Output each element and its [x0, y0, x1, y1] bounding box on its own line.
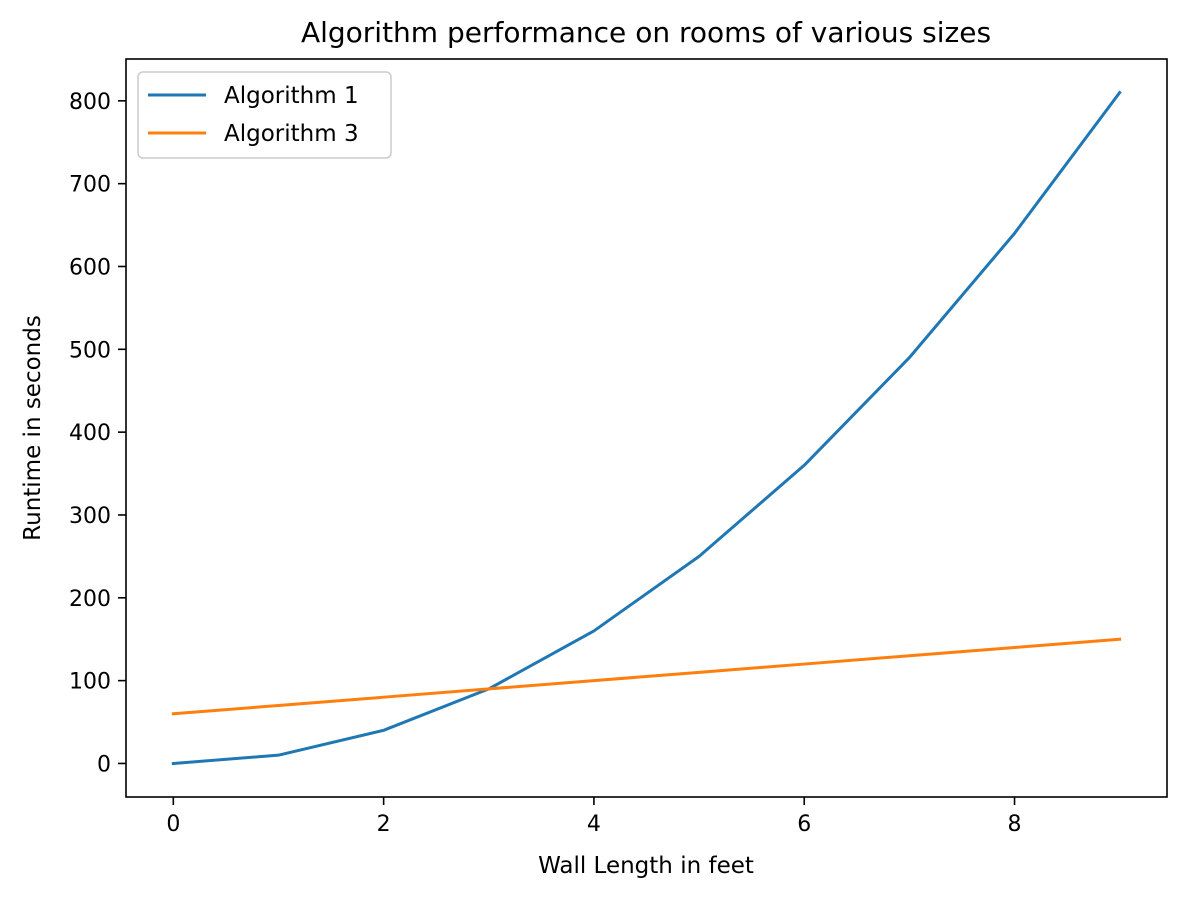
plot-frame: [125, 58, 1168, 798]
series-line-algorithm-1: [171, 90, 1122, 766]
y-axis-label: Runtime in seconds: [20, 315, 46, 541]
y-tick-label: 500: [69, 338, 111, 363]
legend-label-algorithm-1: Algorithm 1: [224, 83, 359, 109]
legend-label-algorithm-3: Algorithm 3: [224, 121, 359, 147]
y-tick-label: 600: [69, 255, 111, 280]
tick-layer: 0 2 4 6 8 0 100 200 300 400 500 600 700 800: [69, 90, 1022, 837]
x-axis-label: Wall Length in feet: [538, 853, 754, 879]
chart-title: Algorithm performance on rooms of variou…: [301, 16, 991, 49]
y-tick-label: 200: [69, 587, 111, 612]
y-tick-label: 400: [69, 421, 111, 446]
legend: Algorithm 1 Algorithm 3: [137, 71, 392, 159]
x-tick-label: 4: [587, 812, 601, 837]
y-tick-label: 0: [97, 752, 111, 777]
x-tick-label: 2: [377, 812, 391, 837]
y-tick-label: 800: [69, 90, 111, 115]
y-tick-label: 300: [69, 504, 111, 529]
x-tick-label: 6: [797, 812, 811, 837]
x-tick-label: 0: [166, 812, 180, 837]
y-tick-label: 100: [69, 670, 111, 695]
x-tick-label: 8: [1008, 812, 1022, 837]
plot-layer: [171, 90, 1122, 766]
y-tick-label: 700: [69, 173, 111, 198]
series-line-algorithm-3: [171, 637, 1122, 716]
